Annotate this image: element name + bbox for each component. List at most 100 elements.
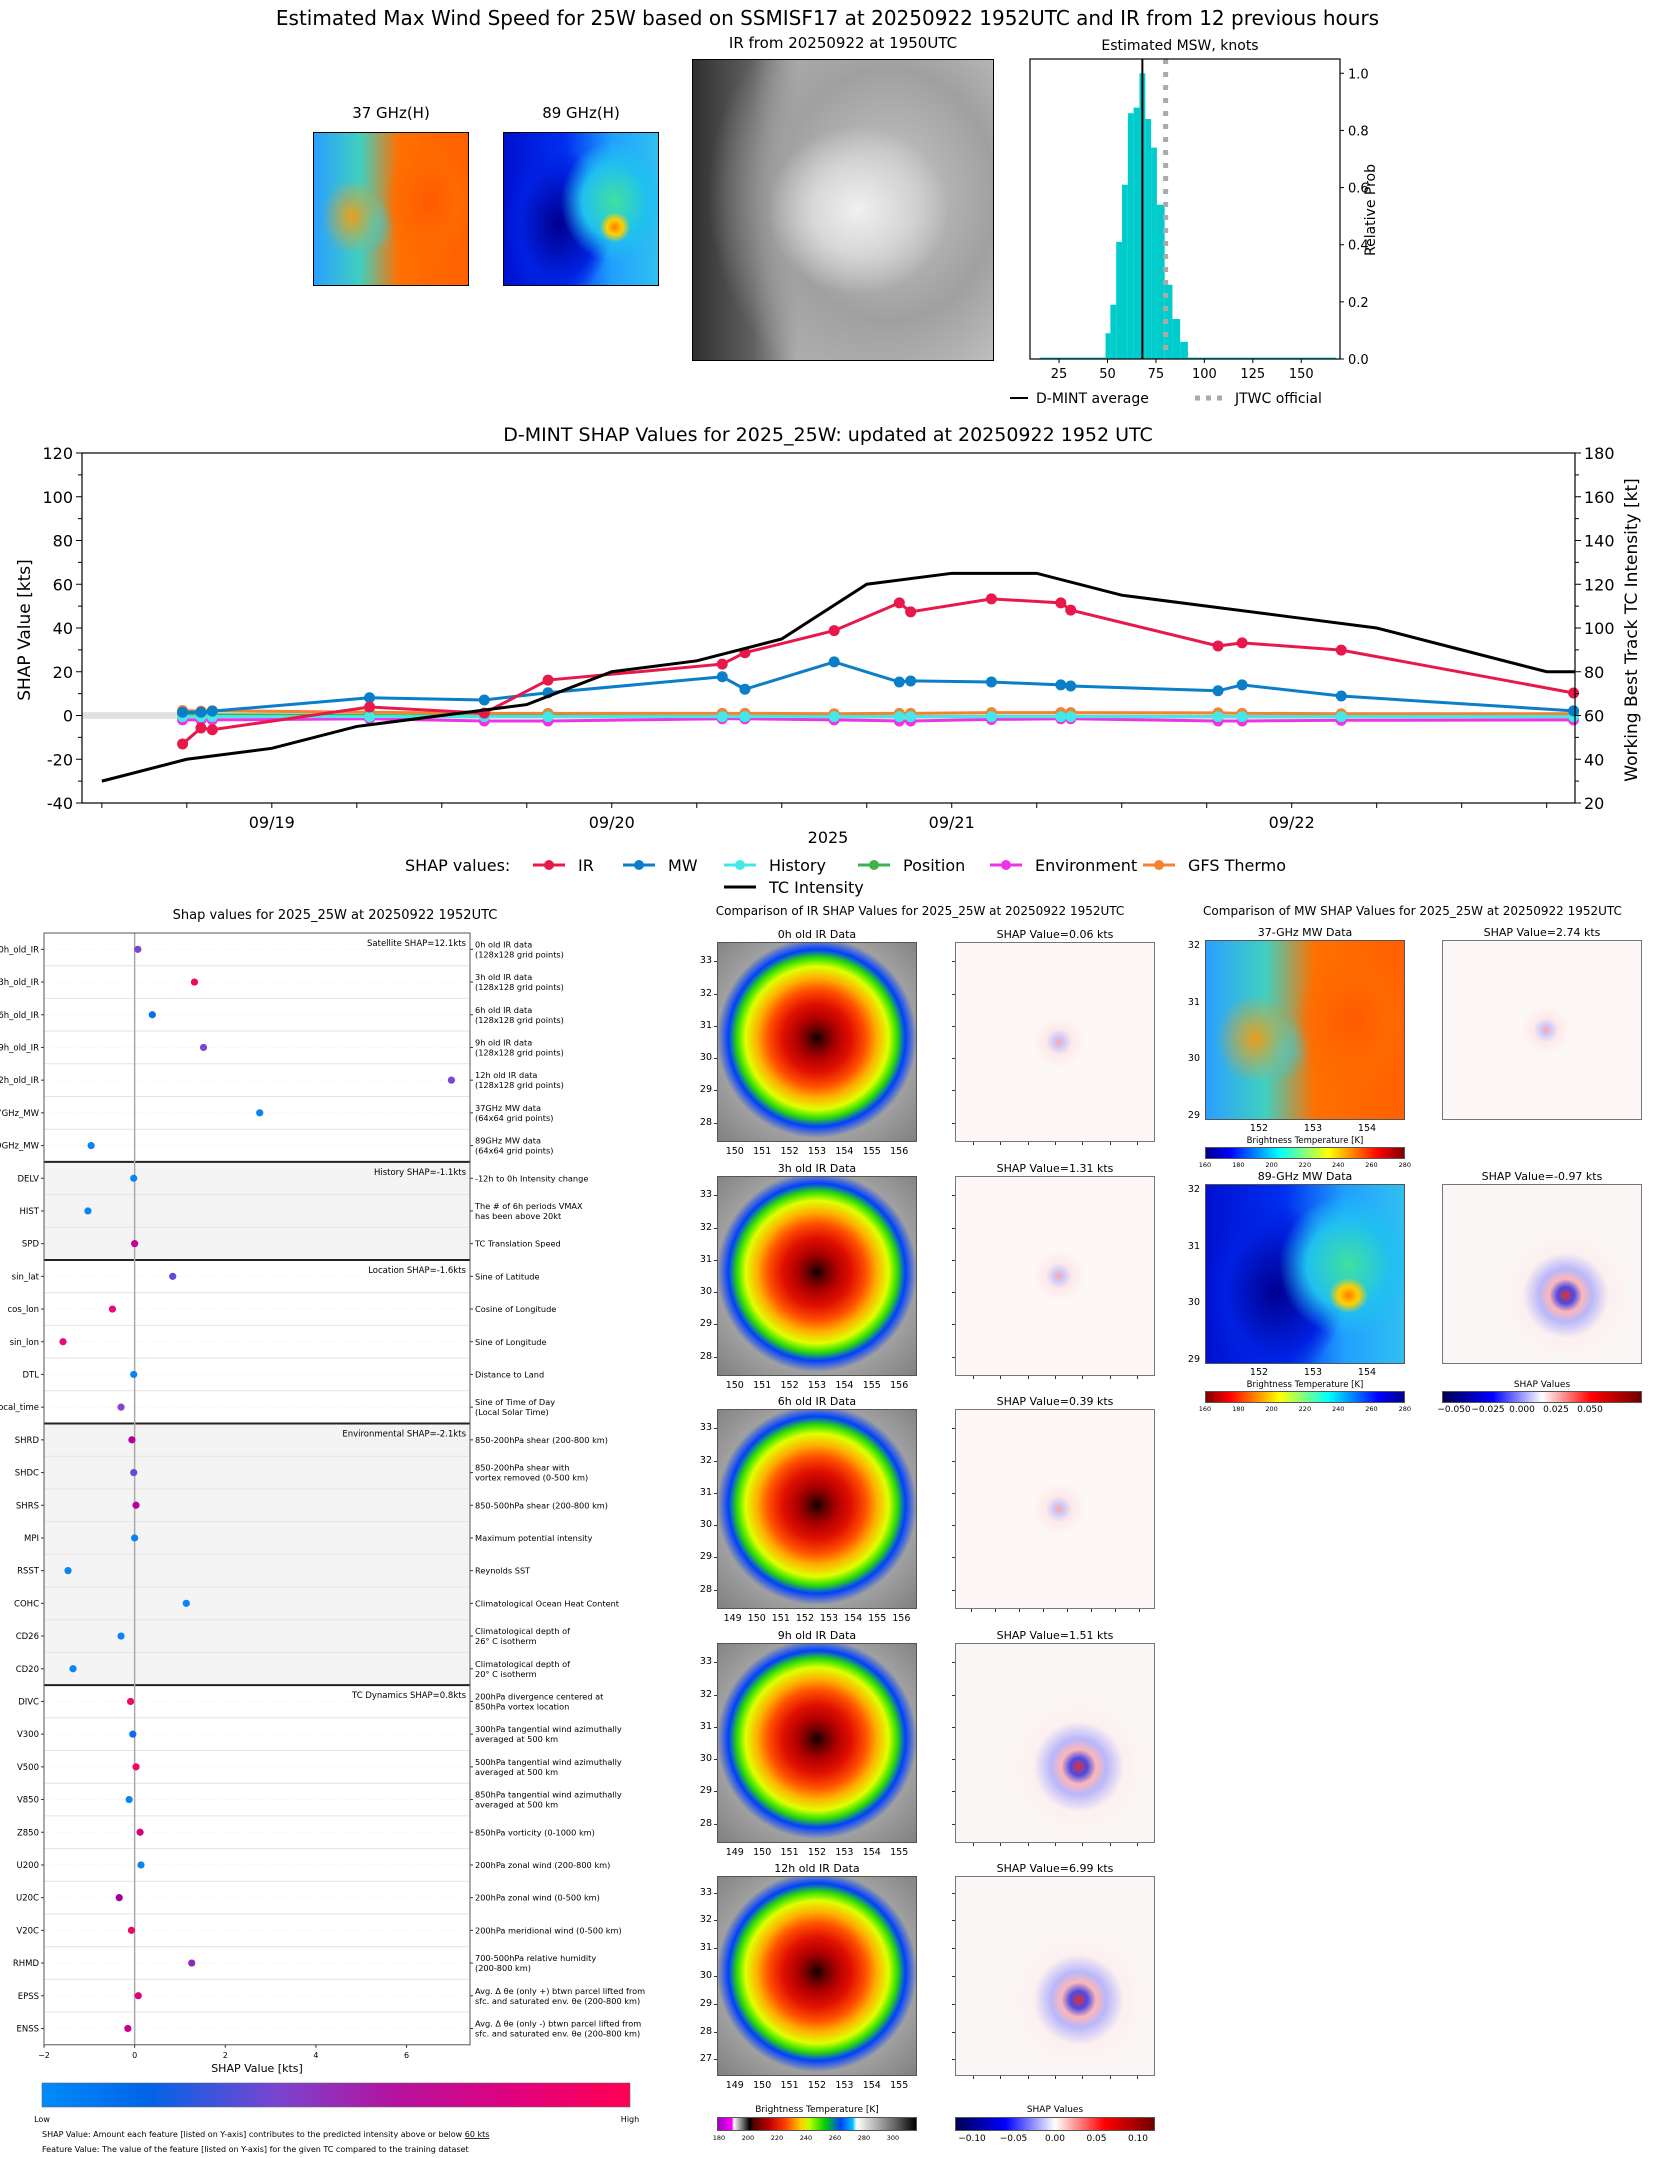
- ir-data-image: [717, 1409, 917, 1609]
- mw-shap-colorbar-tick: 0.025: [1543, 1405, 1569, 1415]
- feature-description: Sine of Time of Day: [475, 1397, 555, 1407]
- feature-dot: [130, 1468, 138, 1477]
- lon-tick-shap: [1082, 1142, 1084, 1145]
- feature-description: Cosine of Longitude: [475, 1304, 556, 1314]
- lat-tick-label: 30: [699, 1052, 712, 1064]
- y-tick-right-label: 20: [1584, 794, 1604, 813]
- ir-row: 12h old IR Data SHAP Value=6.99 kts 33 32 31…: [670, 1862, 1170, 2094]
- lon-tick-shap: [972, 1142, 974, 1145]
- lat-tick-label: 30: [1187, 1297, 1200, 1308]
- shap-colorbar-label: SHAP Values: [1026, 2105, 1084, 2115]
- mw-data-title: 89-GHz MW Data: [1257, 1170, 1353, 1183]
- lat-tick-label: 32: [1187, 940, 1200, 951]
- lat-tick-shap: [952, 961, 955, 963]
- legend-prefix: SHAP values:: [405, 856, 510, 875]
- feature-dot: [199, 1043, 208, 1052]
- bt-colorbar-tick: 220: [770, 2134, 784, 2142]
- ir-shap-title: SHAP Value=6.99 kts: [996, 1862, 1114, 1875]
- lon-tick-label: 154: [835, 1146, 854, 1157]
- ir-data-title: 0h old IR Data: [777, 928, 857, 941]
- feature-dot: [137, 1861, 145, 1869]
- lon-tick-label: 156: [890, 1146, 909, 1157]
- lat-tick-label: 31: [699, 1942, 712, 1954]
- feature-dot: [108, 1305, 117, 1313]
- histogram-title: Estimated MSW, knots: [1101, 38, 1258, 54]
- lat-tick: [714, 1662, 717, 1664]
- lat-tick-label: 31: [1187, 1240, 1200, 1252]
- mw-colorbar-tick: 160: [1198, 1405, 1212, 1413]
- shap-timeseries-chart: D-MINT SHAP Values for 2025_25W: updated…: [15, 424, 1642, 897]
- feature-description: Climatological depth of: [475, 1626, 571, 1636]
- x-tick-label: −2: [38, 2051, 50, 2060]
- data-point: [1236, 711, 1248, 723]
- ir-shap-image: [955, 1176, 1155, 1376]
- lat-tick-shap: [952, 1920, 955, 1922]
- legend-swatch-marker: [869, 860, 879, 870]
- feature-description: 850hPa tangential wind azimuthally: [475, 1790, 622, 1800]
- lat-tick-shap: [952, 1525, 955, 1527]
- feature-group-labels: Satellite SHAP=12.1kts History SHAP=-1.1k…: [342, 939, 466, 1701]
- ir-row: 0h old IR Data SHAP Value=0.06 kts 33 32 31 3…: [670, 928, 1170, 1160]
- x-tick-label: 4: [313, 2051, 318, 2060]
- mw-colorbar-tick: 200: [1265, 1405, 1278, 1413]
- histogram-x-tick-label: 25: [1051, 367, 1068, 382]
- lon-tick-label: 151: [771, 1613, 790, 1624]
- mw-colorbar-tick: 180: [1232, 1161, 1245, 1169]
- mw89-title: 89 GHz(H): [542, 104, 620, 122]
- histogram-y-tick-label: 0.4: [1348, 239, 1369, 254]
- lat-tick-label: 29: [699, 1318, 712, 1330]
- feature-description: (64x64 grid points): [475, 1146, 553, 1156]
- lat-tick: [714, 1920, 717, 1922]
- mw-colorbar-tick: 240: [1331, 1405, 1345, 1413]
- data-point: [828, 711, 840, 723]
- ir-data-title: 12h old IR Data: [774, 1862, 860, 1875]
- feature-description: Avg. Δ θe (only +) btwn parcel lifted fr…: [475, 1986, 645, 1996]
- data-point: [1568, 705, 1580, 717]
- feature-description: Maximum potential intensity: [475, 1533, 593, 1543]
- lon-tick-shap: [1000, 1843, 1002, 1846]
- feature-description: averaged at 500 km: [475, 1734, 558, 1744]
- lon-tick-shap: [1137, 1142, 1139, 1145]
- feature-label: Z850: [17, 1828, 39, 1838]
- data-point: [1055, 679, 1067, 691]
- legend-jtwc-label: JTWC official: [1234, 391, 1322, 407]
- histogram-x-tick-label: 125: [1240, 367, 1265, 382]
- x-tick-label: 09/20: [589, 813, 635, 832]
- mw-colorbar-tick: 260: [1365, 1405, 1378, 1413]
- lat-tick-shap: [952, 1058, 955, 1060]
- data-point: [1065, 604, 1077, 616]
- data-point: [716, 671, 728, 683]
- shap-colorbar-tick: 0.10: [1127, 2134, 1149, 2144]
- y-tick-label: 0: [63, 707, 73, 726]
- histogram-bar: [1172, 319, 1181, 359]
- feature-dot: [84, 1207, 92, 1215]
- data-point: [195, 722, 207, 734]
- lat-tick-shap: [952, 1259, 955, 1261]
- shap-colorbar-tick: 0.05: [1086, 2134, 1107, 2144]
- lat-tick-shap: [952, 1557, 955, 1559]
- feature-label: RHMD: [13, 1959, 40, 1969]
- feature-dot: [190, 978, 199, 986]
- mw37-title: 37 GHz(H): [352, 104, 430, 122]
- ir-shap-image: [955, 1643, 1155, 1843]
- mw-colorbar-label: Brightness Temperature [K]: [1246, 1380, 1364, 1390]
- lon-tick-label: 155: [890, 1847, 909, 1858]
- feature-dot: [447, 1076, 456, 1084]
- feature-label: 37GHz_MW: [0, 1109, 40, 1119]
- feature-label: V850: [17, 1796, 39, 1806]
- feature-description: 12h old IR data: [475, 1070, 537, 1080]
- feature-description: Reynolds SST: [475, 1566, 531, 1576]
- data-point: [206, 705, 218, 717]
- lat-tick-shap: [952, 1492, 955, 1494]
- data-point: [893, 711, 905, 723]
- histogram-bar: [1164, 284, 1173, 359]
- ir-shap-image: [955, 1876, 1155, 2076]
- feature-dot: [59, 1338, 67, 1346]
- feature-dot: [117, 1403, 125, 1411]
- feature-description: (128x128 grid points): [475, 1047, 564, 1057]
- data-point: [1212, 640, 1224, 652]
- y-tick-right-label: 60: [1584, 707, 1604, 726]
- data-point: [716, 658, 728, 670]
- timeseries-y-label-left: SHAP Value [kts]: [15, 559, 35, 701]
- features-title: Shap values for 2025_25W at 20250922 195…: [173, 908, 498, 923]
